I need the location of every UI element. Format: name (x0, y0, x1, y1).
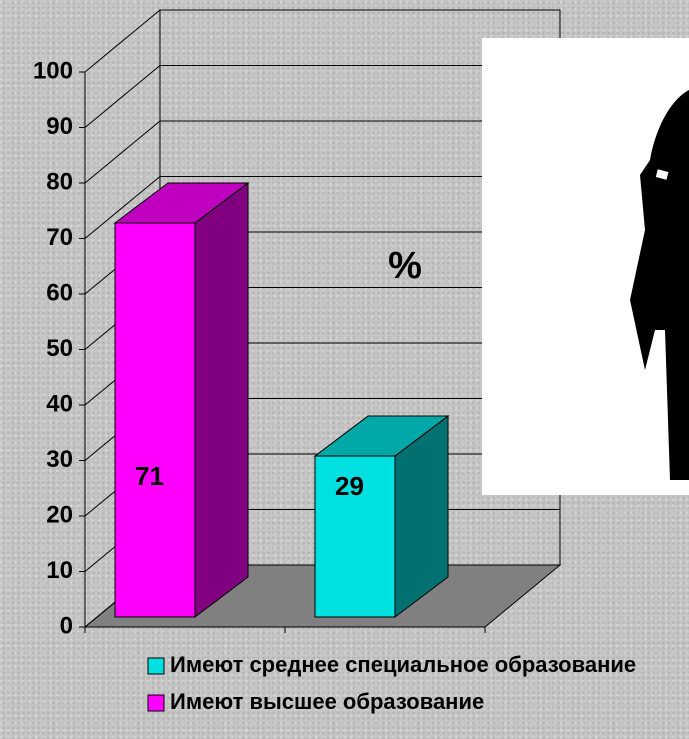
y-tick-label: 90 (46, 113, 73, 140)
value-label: 29 (335, 471, 364, 501)
y-tick-label: 30 (46, 446, 73, 473)
y-tick-label: 0 (60, 612, 73, 639)
y-tick-label: 50 (46, 335, 73, 362)
legend-label: Имеют среднее специальное образование (170, 652, 636, 677)
annotation: % (388, 245, 422, 287)
y-tick-label: 100 (33, 57, 73, 84)
legend-swatch (148, 658, 164, 674)
chart: % 0 10 20 30 40 50 60 70 80 90 100 29 Имеют среднее … (0, 0, 689, 739)
bar-side (195, 183, 248, 617)
legend-swatch (148, 695, 164, 711)
grid-line (85, 10, 160, 72)
y-tick-label: 10 (46, 557, 73, 584)
y-tick-label: 70 (46, 224, 73, 251)
page: % 0 10 20 30 40 50 60 70 80 90 100 29 Имеют среднее … (0, 0, 689, 739)
grid-line (85, 121, 160, 183)
y-tick-label: 80 (46, 168, 73, 195)
bar (115, 223, 195, 617)
legend-label: Имеют высшее образование (170, 689, 484, 714)
y-tick-label: 60 (46, 279, 73, 306)
grid-line (85, 66, 160, 128)
value-label: 71 (135, 461, 164, 491)
y-tick-label: 40 (46, 390, 73, 417)
y-tick-label: 20 (46, 501, 73, 528)
